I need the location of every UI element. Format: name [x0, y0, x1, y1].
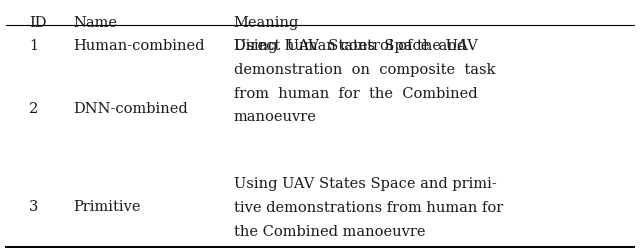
Text: 1: 1	[29, 39, 38, 53]
Text: Human-combined: Human-combined	[74, 39, 205, 53]
Text: Name: Name	[74, 16, 118, 30]
Text: demonstration  on  composite  task: demonstration on composite task	[234, 62, 495, 76]
Text: manoeuvre: manoeuvre	[234, 110, 316, 124]
Text: the Combined manoeuvre: the Combined manoeuvre	[234, 224, 425, 238]
Text: Using UAV States Space and primi-: Using UAV States Space and primi-	[234, 176, 497, 190]
Text: Using  UAV  States  Space  and: Using UAV States Space and	[234, 39, 466, 53]
Text: tive demonstrations from human for: tive demonstrations from human for	[234, 200, 503, 214]
Text: 3: 3	[29, 199, 38, 213]
Text: DNN-combined: DNN-combined	[74, 102, 188, 116]
Text: Meaning: Meaning	[234, 16, 299, 30]
Text: from  human  for  the  Combined: from human for the Combined	[234, 86, 477, 100]
Text: 2: 2	[29, 102, 38, 116]
Text: Direct human control of the UAV: Direct human control of the UAV	[234, 39, 477, 53]
Text: ID: ID	[29, 16, 46, 30]
Text: Primitive: Primitive	[74, 199, 141, 213]
